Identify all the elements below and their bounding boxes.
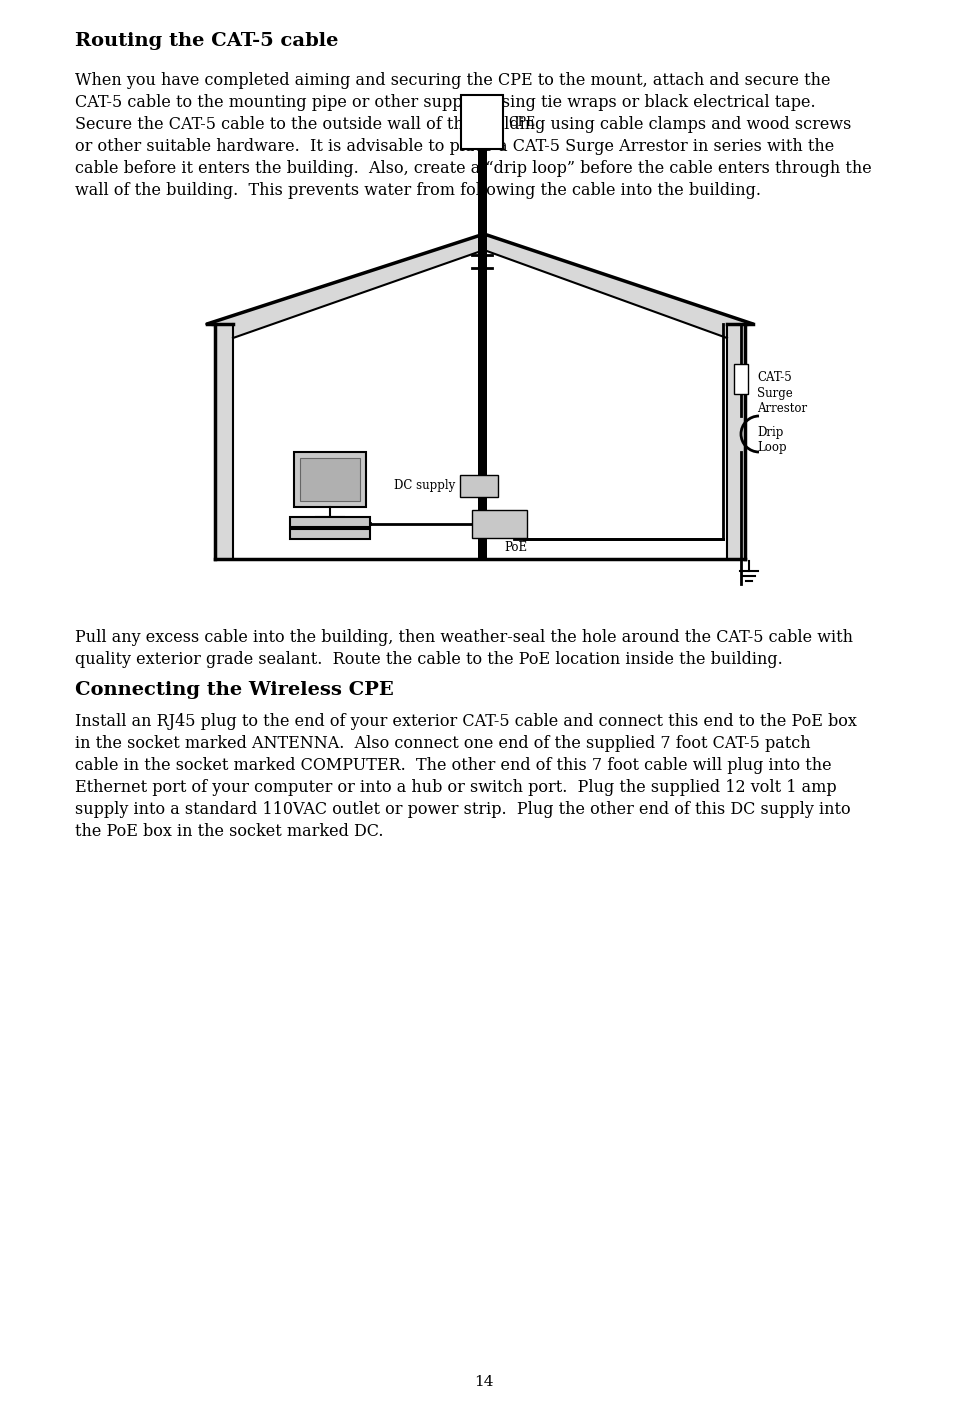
Polygon shape [484,234,753,339]
Text: cable before it enters the building.  Also, create a “drip loop” before the cabl: cable before it enters the building. Als… [75,160,872,177]
Text: PoE: PoE [504,541,527,554]
Text: the PoE box in the socket marked DC.: the PoE box in the socket marked DC. [75,823,384,840]
Text: Connecting the Wireless CPE: Connecting the Wireless CPE [75,682,393,699]
Text: Routing the CAT-5 cable: Routing the CAT-5 cable [75,33,338,50]
Text: 14: 14 [474,1374,494,1389]
Bar [734,364,748,394]
Text: Drip
Loop: Drip Loop [757,427,787,455]
Polygon shape [727,324,745,558]
Bar [478,149,487,558]
Bar [294,452,366,507]
Bar [472,510,527,538]
Text: When you have completed aiming and securing the CPE to the mount, attach and sec: When you have completed aiming and secur… [75,72,830,89]
Text: supply into a standard 110VAC outlet or power strip.  Plug the other end of this: supply into a standard 110VAC outlet or … [75,801,851,818]
Text: CAT-5 cable to the mounting pipe or other support using tie wraps or black elect: CAT-5 cable to the mounting pipe or othe… [75,94,816,111]
Text: or other suitable hardware.  It is advisable to place a CAT-5 Surge Arrestor in : or other suitable hardware. It is advisa… [75,137,834,154]
Text: cable in the socket marked COMPUTER.  The other end of this 7 foot cable will pl: cable in the socket marked COMPUTER. The… [75,757,831,774]
Polygon shape [207,234,484,339]
Polygon shape [215,324,233,558]
Text: wall of the building.  This prevents water from following the cable into the bui: wall of the building. This prevents wate… [75,181,761,198]
Bar [290,517,370,527]
Bar [460,475,498,497]
Text: CPE: CPE [508,116,535,129]
Text: in the socket marked ANTENNA.  Also connect one end of the supplied 7 foot CAT-5: in the socket marked ANTENNA. Also conne… [75,735,811,752]
Bar [290,529,370,538]
Text: quality exterior grade sealant.  Route the cable to the PoE location inside the : quality exterior grade sealant. Route th… [75,650,783,667]
Text: DC supply: DC supply [393,479,455,493]
Text: Secure the CAT-5 cable to the outside wall of the building using cable clamps an: Secure the CAT-5 cable to the outside wa… [75,116,852,133]
Text: Ethernet port of your computer or into a hub or switch port.  Plug the supplied : Ethernet port of your computer or into a… [75,779,836,796]
Bar [300,458,360,502]
Bar [461,95,503,149]
Text: CAT-5
Surge
Arrestor: CAT-5 Surge Arrestor [757,371,807,415]
Text: Install an RJ45 plug to the end of your exterior CAT-5 cable and connect this en: Install an RJ45 plug to the end of your … [75,713,857,730]
Text: Pull any excess cable into the building, then weather-seal the hole around the C: Pull any excess cable into the building,… [75,629,853,646]
